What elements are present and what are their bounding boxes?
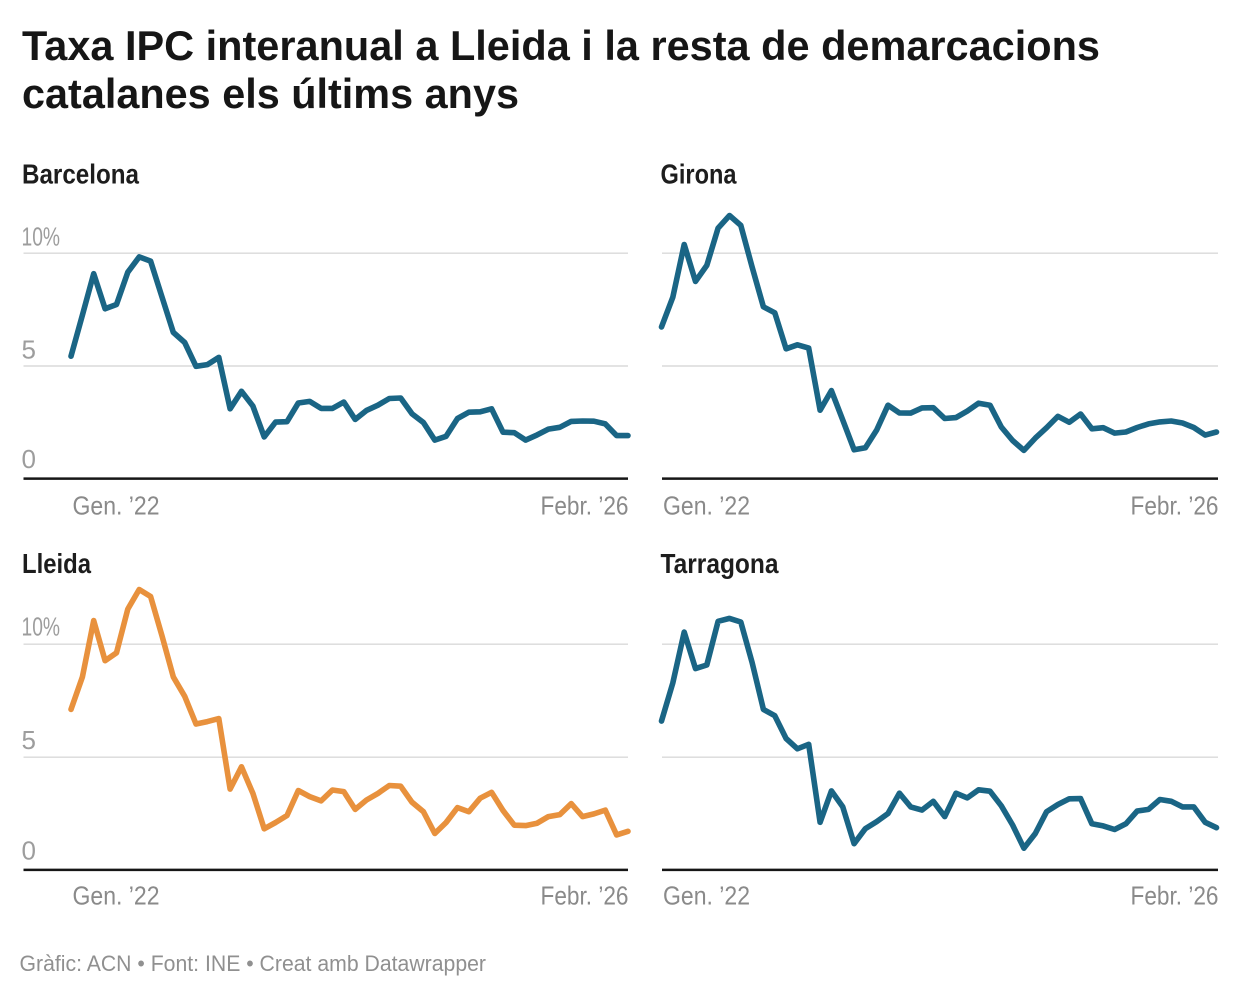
svg-text:10%: 10% bbox=[22, 222, 61, 252]
svg-text:Taxa IPC interanual a Lleida i: Taxa IPC interanual a Lleida i la resta … bbox=[22, 22, 1100, 69]
svg-text:0: 0 bbox=[22, 836, 36, 866]
svg-text:5: 5 bbox=[22, 725, 36, 755]
svg-text:5: 5 bbox=[22, 335, 36, 365]
svg-text:Gràfic: ACN • Font: INE • Crea: Gràfic: ACN • Font: INE • Creat amb Data… bbox=[20, 951, 487, 976]
svg-text:Febr. ’26: Febr. ’26 bbox=[1131, 880, 1219, 910]
svg-text:0: 0 bbox=[22, 444, 36, 474]
svg-text:Febr. ’26: Febr. ’26 bbox=[541, 490, 629, 520]
svg-text:Gen. ’22: Gen. ’22 bbox=[73, 490, 160, 520]
svg-text:Febr. ’26: Febr. ’26 bbox=[1131, 490, 1219, 520]
svg-text:10%: 10% bbox=[22, 612, 61, 642]
svg-text:Febr. ’26: Febr. ’26 bbox=[541, 880, 629, 910]
svg-text:Lleida: Lleida bbox=[22, 548, 91, 579]
svg-text:Barcelona: Barcelona bbox=[22, 159, 139, 190]
svg-text:Gen. ’22: Gen. ’22 bbox=[73, 880, 160, 910]
svg-text:Tarragona: Tarragona bbox=[661, 548, 779, 579]
svg-text:Gen. ’22: Gen. ’22 bbox=[663, 490, 750, 520]
svg-text:catalanes els últims anys: catalanes els últims anys bbox=[22, 70, 519, 117]
svg-text:Girona: Girona bbox=[661, 159, 737, 190]
svg-text:Gen. ’22: Gen. ’22 bbox=[663, 880, 750, 910]
